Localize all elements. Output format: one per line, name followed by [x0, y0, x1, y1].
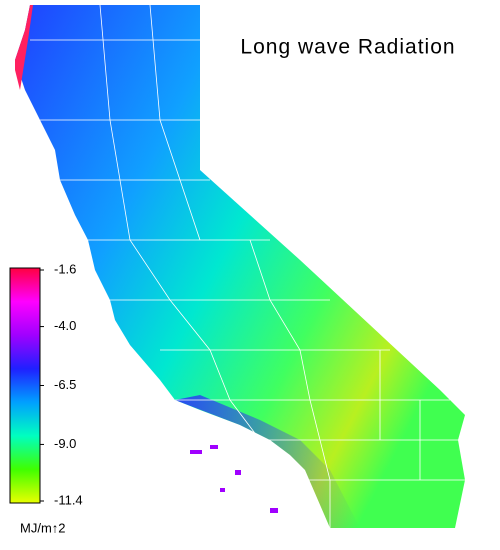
colorbar-tick-label: -1.6 [54, 261, 76, 276]
colorbar-tick-label: -11.4 [54, 492, 83, 507]
map-title: Long wave Radiation [240, 36, 455, 59]
colorbar-unit: MJ/m↑2 [20, 520, 66, 535]
county-lines [30, 4, 465, 528]
north-coast-edge [15, 5, 33, 90]
colorbar [9, 267, 41, 504]
colorbar-tick-label: -4.0 [54, 318, 76, 333]
colorbar-tick-label: -9.0 [54, 436, 76, 451]
islands [190, 445, 278, 513]
south-coast-shade [175, 395, 360, 528]
colorbar-tick-label: -6.5 [54, 377, 76, 392]
state-shape [15, 5, 465, 528]
